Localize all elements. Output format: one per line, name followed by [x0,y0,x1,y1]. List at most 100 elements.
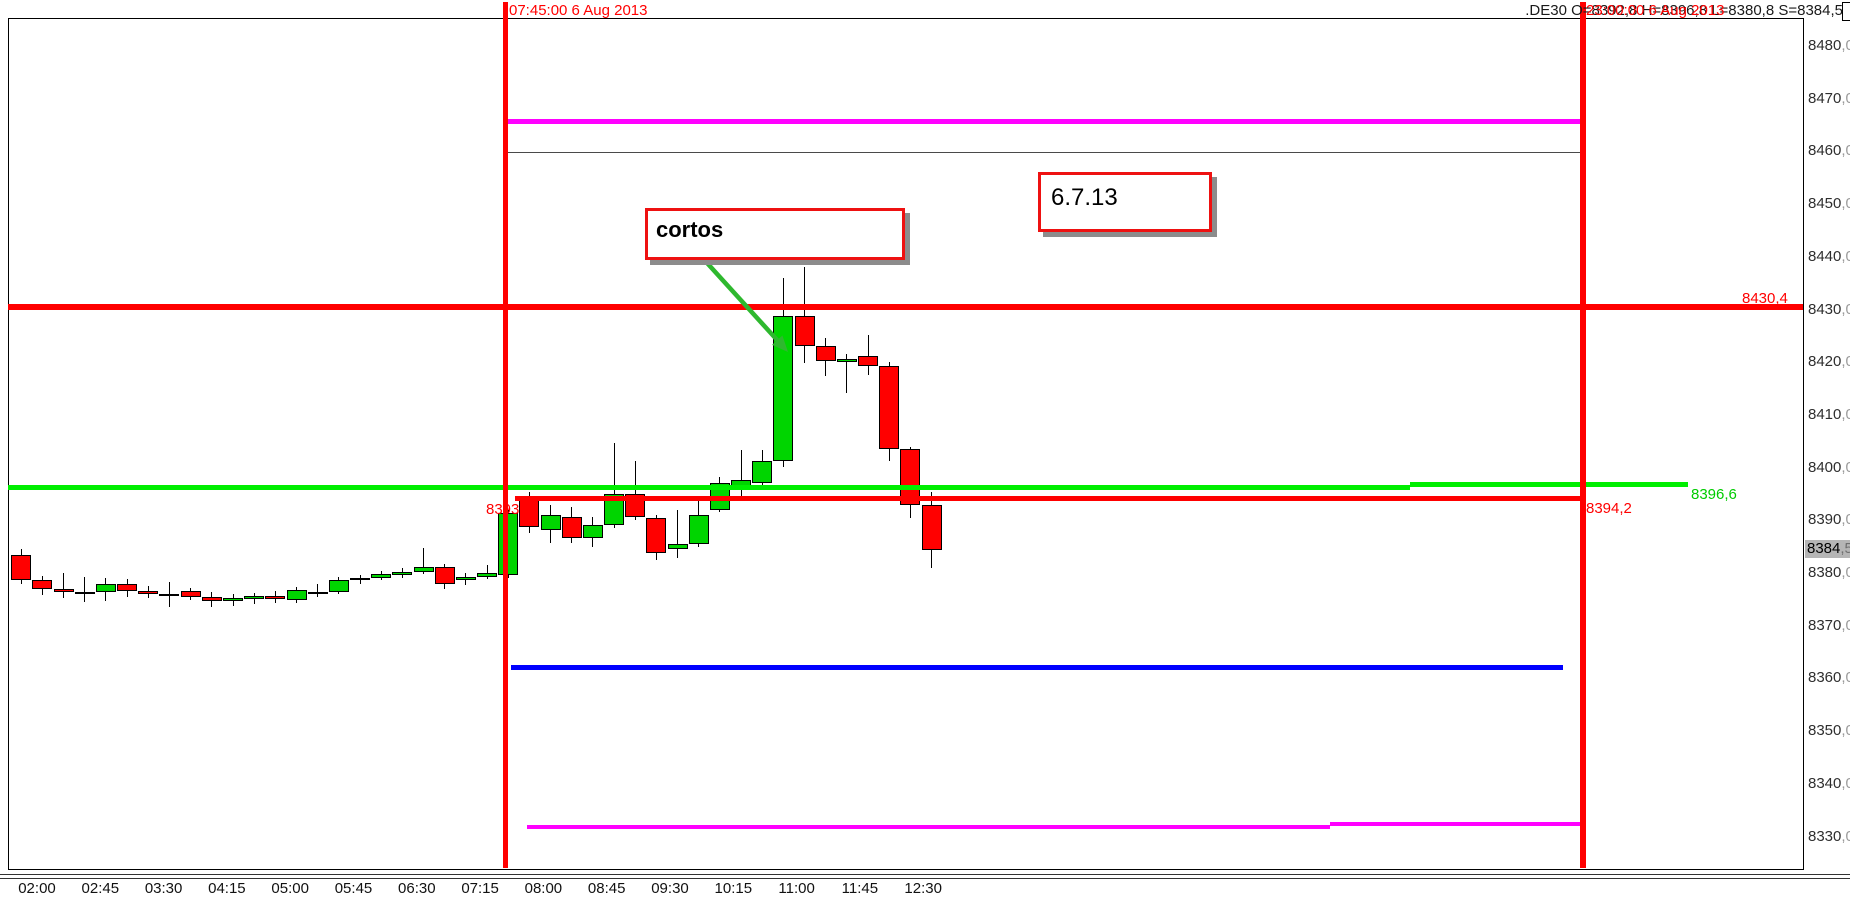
x-tick-label: 05:45 [334,880,373,897]
y-tick-main: 8370 [1808,616,1842,634]
y-tick-label: 8440,0 [1808,248,1850,265]
candle [794,316,815,347]
y-tick-decimal: ,0 [1841,827,1850,845]
candle [646,518,667,554]
candle [752,461,773,483]
candle [392,571,413,576]
y-tick-main: 8330 [1808,827,1842,845]
candle [350,577,371,581]
candle [921,505,942,550]
y-tick-decimal: ,0 [1841,195,1850,213]
candle [371,574,392,578]
candle [836,359,857,363]
y-tick-decimal: ,0 [1841,616,1850,634]
x-tick-label: 02:45 [81,880,120,897]
candle-wick [84,576,86,602]
y-tick-label: 8460,0 [1808,142,1850,159]
y-tick-main: 8430 [1808,300,1842,318]
candle [180,590,201,597]
y-tick-label: 8330,0 [1808,828,1850,845]
candle-wick [317,584,319,598]
candle [244,595,265,599]
green-line-8396-left[interactable] [8,485,1410,491]
y-tick-decimal: ,0 [1841,300,1850,318]
candle-wick [867,334,869,375]
y-tick-label: 8360,0 [1808,669,1850,686]
y-tick-main: 8380 [1808,564,1842,581]
red-line-8430[interactable] [8,304,1803,311]
candle [95,583,116,592]
vertical-line-timestamp-left: 07:45:00 6 Aug 2013 [509,2,648,19]
y-tick-label: 8380,0 [1808,564,1850,581]
y-tick-label: 8390,0 [1808,511,1850,528]
y-tick-decimal: ,0 [1841,564,1850,581]
x-tick-label: 10:15 [714,880,753,897]
magenta-line-upper[interactable] [505,119,1583,125]
candle [74,591,95,594]
candle [434,566,455,584]
y-tick-main: 8410 [1808,405,1842,423]
x-tick-label: 02:00 [18,880,56,897]
candle [477,573,498,577]
cortos-annotation-box[interactable]: cortos [645,208,905,260]
y-tick-decimal: ,0 [1841,774,1850,792]
candle [286,589,307,600]
candle [879,366,900,450]
time-line-0745[interactable] [502,2,508,868]
x-tick-label: 12:30 [904,880,942,897]
y-tick-decimal: ,0 [1841,405,1850,423]
candle [265,595,286,600]
candle [413,566,434,572]
candle [117,583,138,591]
black-line-8460[interactable] [505,151,1583,153]
candle [858,356,879,367]
x-tick-label: 06:30 [398,880,436,897]
y-tick-label: 8470,0 [1808,90,1850,107]
current-price-decimal: ,5 [1840,540,1850,558]
x-tick-label: 05:00 [271,880,309,897]
y-tick-main: 8460 [1808,142,1842,160]
y-tick-main: 8360 [1808,669,1842,687]
y-tick-main: 8400 [1808,458,1842,476]
current-price-tag: 8384,5 [1805,540,1850,559]
candle [540,515,561,530]
current-price-main: 8384 [1807,540,1841,558]
y-tick-main: 8470 [1808,89,1842,107]
x-tick-label: 07:15 [461,880,499,897]
time-line-2300[interactable] [1580,2,1586,868]
y-tick-label: 8370,0 [1808,617,1850,634]
y-tick-main: 8450 [1808,195,1842,213]
x-tick-label: 08:45 [587,880,626,897]
date-label: 6.7.13 [1051,184,1118,211]
red-line-8394[interactable] [515,495,1583,501]
y-tick-label: 8420,0 [1808,353,1850,370]
candle-wick [423,548,425,575]
magenta-line-lower-left[interactable] [527,825,1330,829]
y-tick-label: 8410,0 [1808,406,1850,423]
y-tick-decimal: ,0 [1841,669,1850,687]
y-tick-decimal: ,0 [1841,353,1850,371]
candle [900,449,921,505]
candle-wick [634,461,636,521]
y-tick-decimal: ,0 [1841,722,1850,740]
candle [773,316,794,462]
candle-wick [740,449,742,497]
blue-line-8362[interactable] [511,665,1563,671]
y-tick-main: 8420 [1808,353,1842,371]
x-tick-label: 03:30 [144,880,183,897]
candle-wick [677,509,679,558]
date-annotation-box[interactable]: 6.7.13 [1038,172,1212,232]
magenta-line-lower-right[interactable] [1330,821,1580,826]
x-tick-label: 09:30 [651,880,689,897]
candle [604,493,625,526]
y-tick-label: 8480,0 [1808,37,1850,54]
axis-separator-line [0,878,1850,879]
y-tick-decimal: ,0 [1841,89,1850,107]
price-label-8430: 8430,4 [1742,290,1788,307]
candle-wick [846,354,848,393]
x-tick-label: 11:45 [841,880,879,897]
green-line-8396-right[interactable] [1410,481,1688,487]
y-tick-main: 8390 [1808,511,1842,529]
